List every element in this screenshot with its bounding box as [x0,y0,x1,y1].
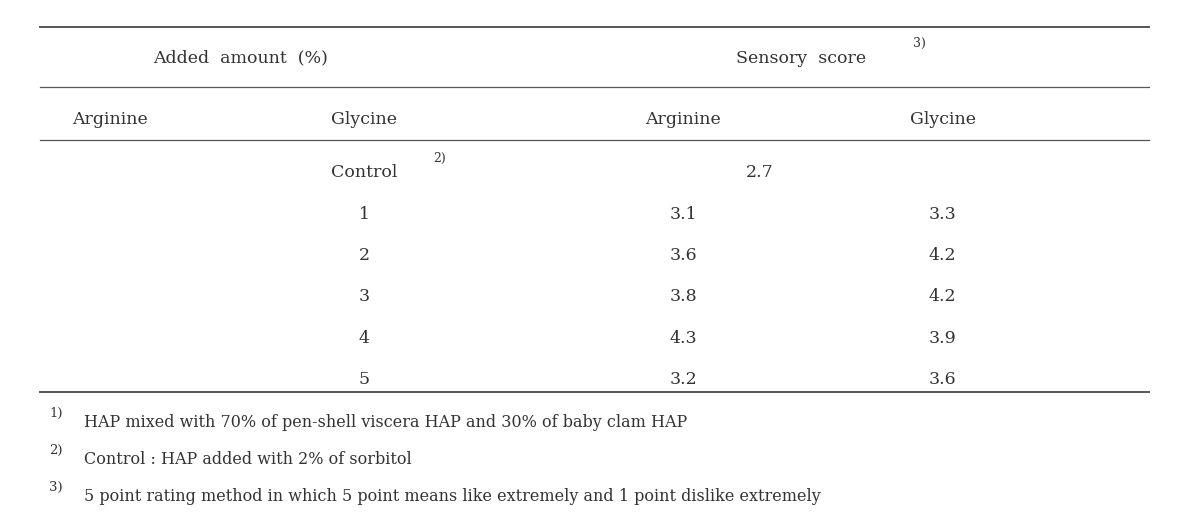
Text: HAP mixed with 70% of pen-shell viscera HAP and 30% of baby clam HAP: HAP mixed with 70% of pen-shell viscera … [84,414,687,431]
Text: 2.7: 2.7 [746,163,774,181]
Text: 2): 2) [49,444,63,457]
Text: 3): 3) [913,37,926,50]
Text: Glycine: Glycine [332,111,397,128]
Text: Sensory  score: Sensory score [736,50,866,67]
Text: 4: 4 [359,329,370,347]
Text: 3.8: 3.8 [669,289,697,305]
Text: 1): 1) [49,407,63,420]
Text: Added  amount  (%): Added amount (%) [153,50,328,67]
Text: 3.6: 3.6 [669,247,697,264]
Text: 5: 5 [359,371,370,388]
Text: 3.3: 3.3 [929,206,957,223]
Text: 3): 3) [49,481,63,494]
Text: 5 point rating method in which 5 point means like extremely and 1 point dislike : 5 point rating method in which 5 point m… [84,488,822,505]
Text: 3.9: 3.9 [929,329,957,347]
Text: Control: Control [331,163,397,181]
Text: 2): 2) [433,152,446,165]
Text: 1: 1 [359,206,370,223]
Text: 3.1: 3.1 [669,206,697,223]
Text: 3.2: 3.2 [669,371,697,388]
Text: Control : HAP added with 2% of sorbitol: Control : HAP added with 2% of sorbitol [84,452,413,468]
Text: 4.2: 4.2 [929,289,957,305]
Text: 4.2: 4.2 [929,247,957,264]
Text: 3: 3 [359,289,370,305]
Text: 3.6: 3.6 [929,371,957,388]
Text: Glycine: Glycine [910,111,976,128]
Text: 4.3: 4.3 [669,329,697,347]
Text: Arginine: Arginine [646,111,721,128]
Text: Arginine: Arginine [73,111,149,128]
Text: 2: 2 [359,247,370,264]
